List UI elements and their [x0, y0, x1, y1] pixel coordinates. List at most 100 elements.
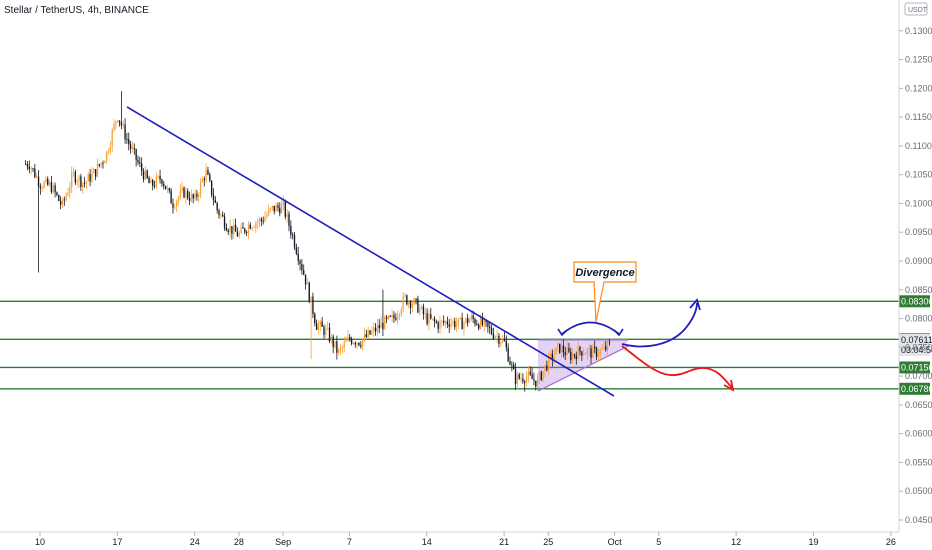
candle-body	[516, 374, 519, 384]
candle-body	[164, 185, 167, 190]
candle-body	[109, 145, 112, 152]
candle-body	[590, 348, 592, 358]
candle-body	[594, 346, 596, 349]
candle-body	[354, 343, 356, 345]
candle-body	[47, 178, 49, 185]
candle-body	[45, 178, 47, 183]
candle-body	[242, 227, 244, 229]
candle-body	[461, 318, 463, 330]
candle-body	[26, 164, 29, 167]
candle-body	[159, 175, 161, 180]
candle-body	[48, 182, 51, 185]
candle-body	[273, 205, 275, 212]
candle-body	[28, 166, 30, 170]
candle-body	[507, 347, 509, 362]
candle-body	[144, 170, 147, 180]
candle-body	[476, 324, 478, 325]
candle-body	[321, 321, 323, 327]
candle-body	[395, 318, 397, 320]
bullish-arrowhead	[689, 298, 701, 311]
candle-body	[174, 207, 176, 208]
x-tick-label: 26	[886, 537, 896, 547]
candle-body	[606, 341, 609, 350]
candle-body	[262, 220, 264, 222]
currency-badge	[904, 2, 928, 16]
candle-body	[102, 162, 104, 164]
candle-body	[546, 365, 548, 371]
candle-body	[36, 176, 38, 178]
candle-body	[187, 190, 189, 198]
wedge-fill	[538, 339, 628, 392]
candle-body	[236, 231, 239, 237]
candle-body	[328, 327, 331, 342]
candle-body	[129, 144, 132, 149]
candle-body	[513, 364, 515, 370]
candle-body	[56, 192, 58, 195]
candle-body	[131, 147, 134, 149]
candle-body	[441, 320, 443, 322]
candle-body	[117, 120, 119, 122]
x-tick-label: 7	[347, 537, 352, 547]
candle-body	[41, 187, 43, 189]
candle-body	[61, 199, 64, 205]
candle-body	[286, 213, 288, 217]
candle-body	[481, 317, 484, 325]
candle-body	[290, 225, 292, 235]
candle-body	[216, 202, 218, 211]
candle-body	[113, 123, 115, 131]
candle-body	[98, 164, 100, 166]
candle-body	[277, 205, 279, 208]
countdown-label: 03:04:58	[901, 345, 932, 355]
candle-body	[540, 371, 542, 380]
candle-body	[332, 336, 334, 347]
level-label: 0.08300	[901, 296, 932, 306]
horizontal-levels: 0.083000.076400.071500.067800.0761103:04…	[0, 295, 932, 395]
candle-body	[463, 322, 465, 330]
candle-body	[352, 343, 355, 344]
candle-body	[573, 354, 576, 356]
candle-body	[533, 379, 535, 381]
candle-body	[80, 176, 82, 187]
candle-body	[522, 378, 524, 382]
candle-body	[166, 188, 169, 190]
candle-body	[280, 204, 283, 214]
candle-body	[560, 345, 563, 353]
candle-body	[360, 345, 362, 347]
candle-body	[524, 381, 526, 383]
current-price-tag	[899, 333, 930, 356]
candle-body	[89, 174, 91, 182]
candle-body	[207, 169, 209, 175]
candle-body	[547, 355, 550, 371]
candle-body	[478, 324, 480, 329]
candle-body	[444, 321, 447, 323]
candle-body	[310, 296, 312, 302]
candle-body	[179, 190, 182, 198]
candle-body	[489, 326, 491, 329]
candle-body	[115, 121, 117, 124]
candle-body	[356, 342, 358, 345]
candle-body	[531, 374, 533, 380]
candle-body	[52, 185, 54, 193]
candle-body	[566, 348, 568, 355]
candle-body	[161, 179, 163, 184]
candle-body	[549, 353, 552, 356]
candle-body	[185, 190, 187, 198]
candle-body	[177, 197, 180, 202]
candle-body	[555, 347, 557, 355]
candle-body	[82, 182, 84, 187]
candle-body	[562, 345, 565, 353]
candle-body	[365, 334, 368, 337]
candle-body	[168, 188, 170, 191]
candle-body	[54, 185, 56, 193]
candle-body	[315, 322, 318, 330]
candle-body	[439, 321, 441, 329]
candle-body	[170, 190, 172, 204]
candle-body	[343, 342, 345, 348]
bearish-projection	[621, 345, 733, 389]
candle-body	[157, 175, 159, 177]
